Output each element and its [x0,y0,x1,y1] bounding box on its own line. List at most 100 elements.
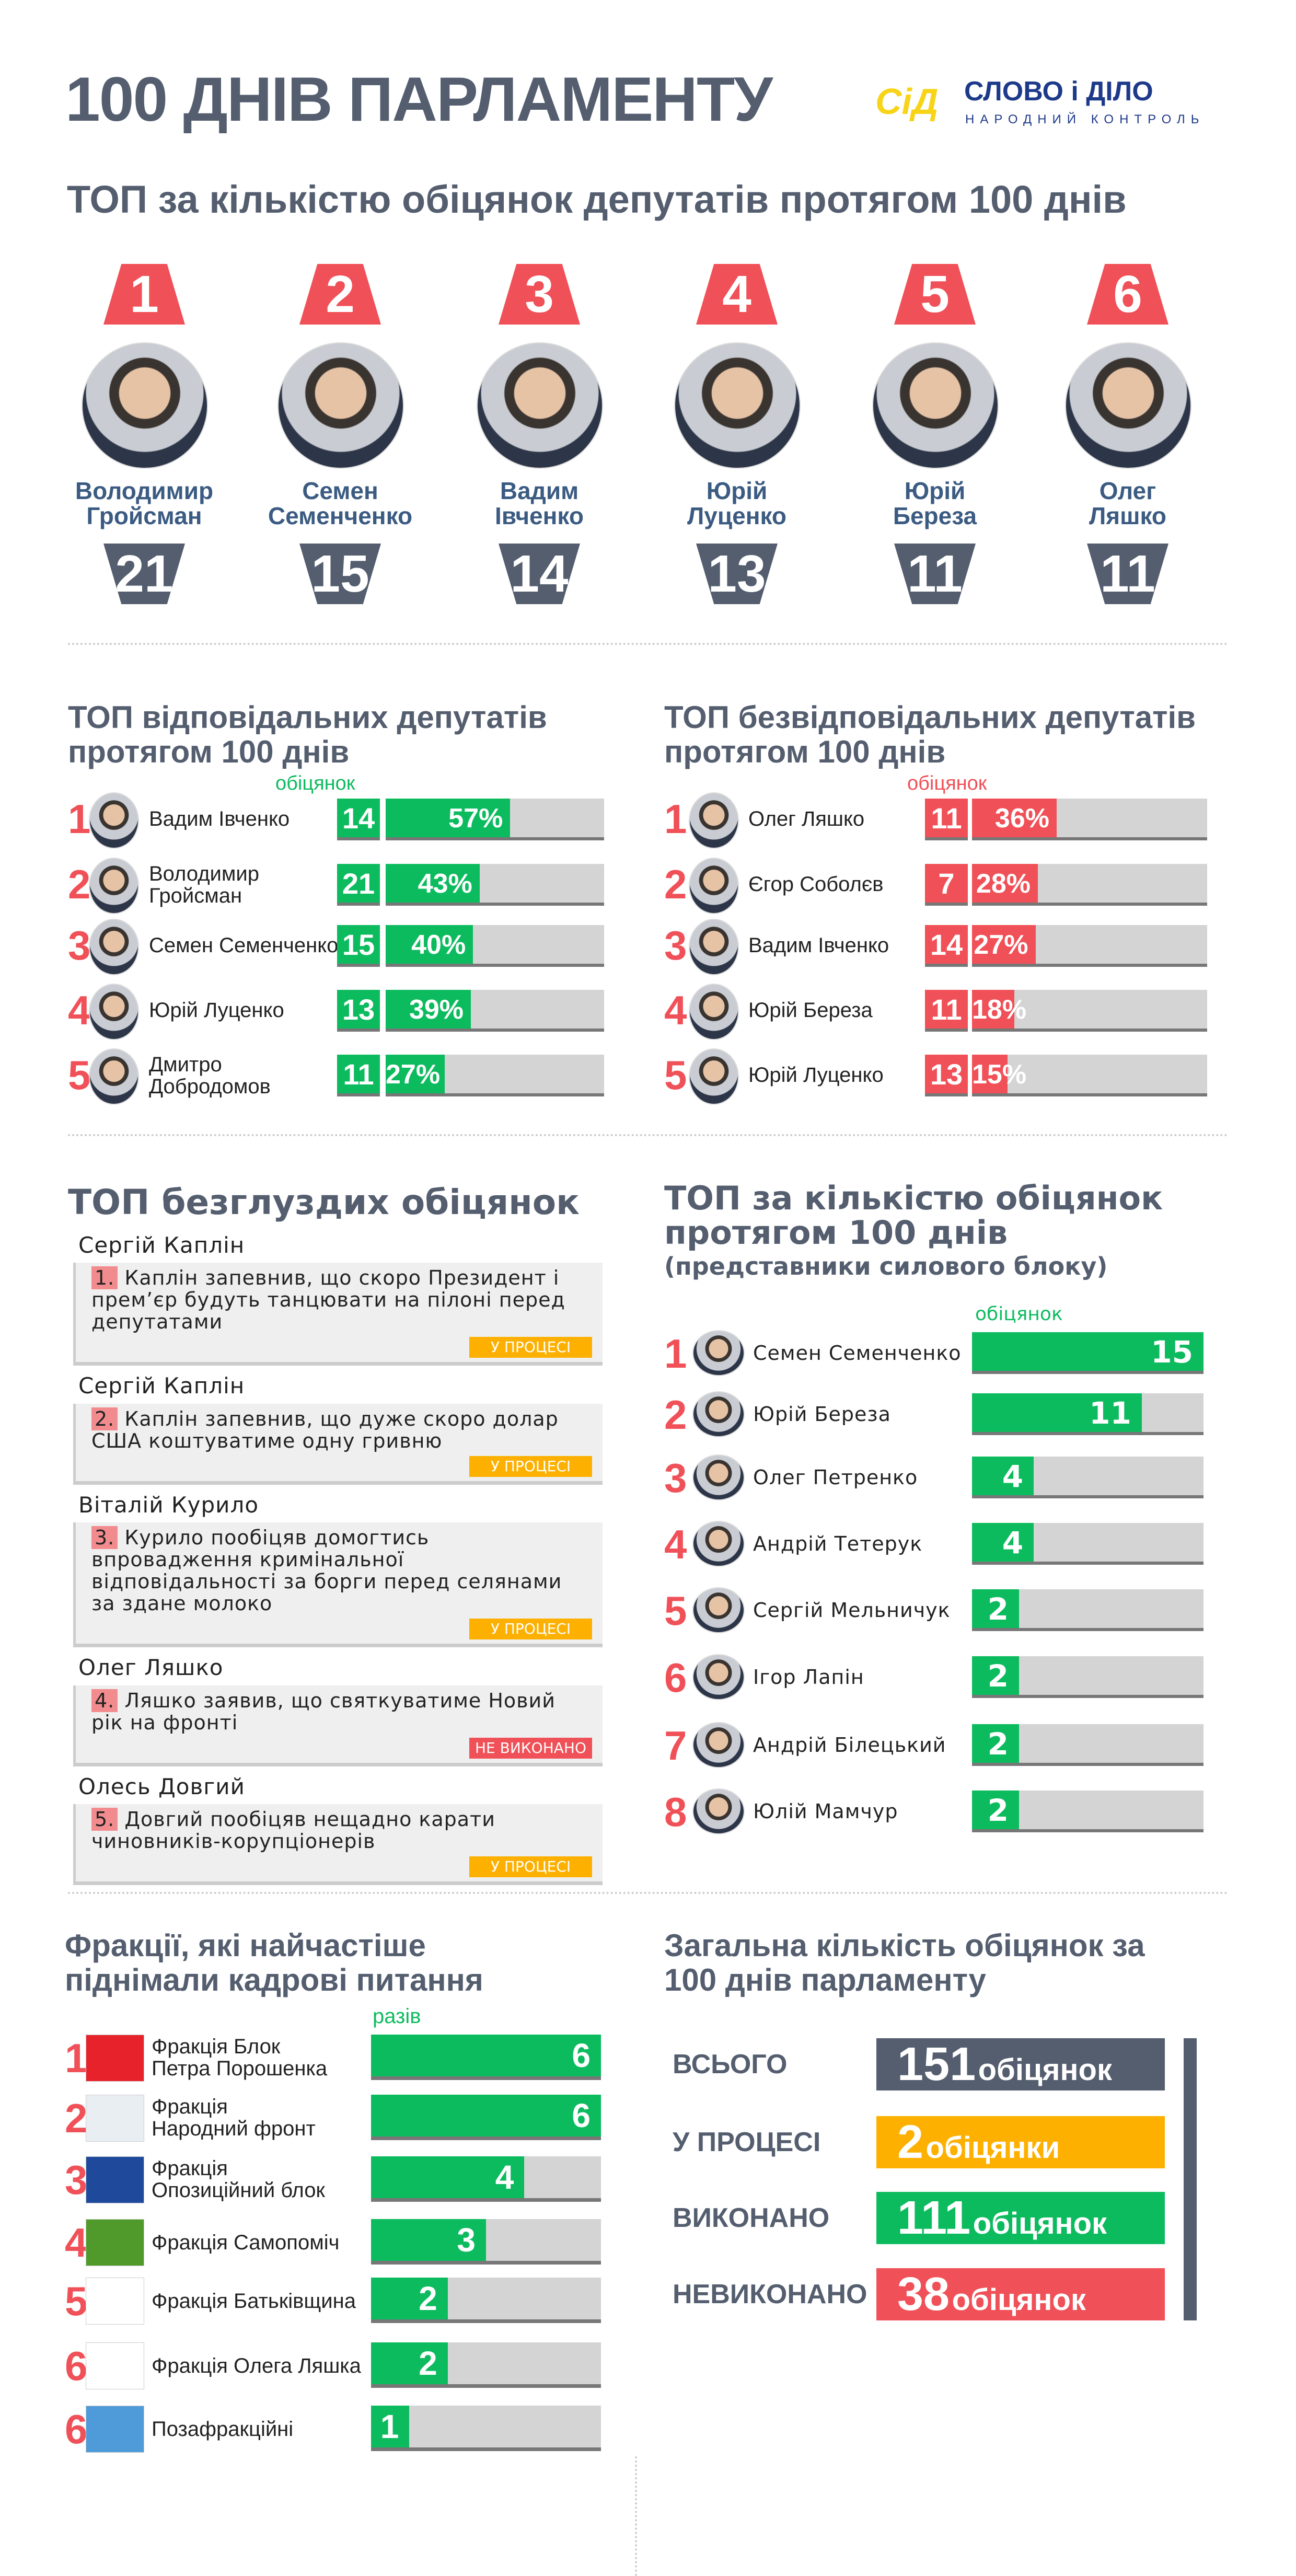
text: 15% [972,1059,1027,1090]
rank-number: 3 [664,925,687,966]
total-label: ВИКОНАНО [673,2204,829,2232]
avatar [89,792,139,849]
percent-bar: 40% [386,925,604,967]
text: Фракція Самопоміч [152,2231,340,2254]
promise-text: Каплін запевнив, що дуже скоро долар США… [91,1407,559,1452]
text: 43% [418,869,472,899]
deputy-name: Юрій Луценко [748,1064,884,1086]
text: Володимир [75,477,214,504]
divider-vertical [635,2456,637,2576]
faction-bar: 6 [371,2035,601,2080]
total-unit: обіцянок [952,2283,1086,2317]
count-badge: 11 [1087,544,1168,604]
promise-author: Віталій Курило [78,1492,259,1518]
avatar [89,858,139,914]
rank-number: 4 [65,2222,87,2263]
count-box: 11 [337,1055,380,1096]
rank-badge: 3 [499,264,580,325]
rank-number: 6 [65,2409,87,2450]
text: Вадим [500,477,579,504]
text: 6 [65,2343,88,2389]
rank-number: 5 [65,2281,87,2321]
page-title: 100 ДНІВ ПАРЛАМЕНТУ [65,68,773,131]
rank-number: 4 [68,990,90,1031]
faction-bar: 1 [371,2406,601,2451]
promise-card: 4. Ляшко заявив, що святкуватиме Новий р… [73,1685,603,1766]
faction-name: Фракція Народний фронт [152,2096,316,2140]
text: Юрій Береза [748,999,873,1022]
security-title-line: протягом 100 днів [664,1214,1008,1252]
faction-logo [86,2342,144,2389]
text: 2 [419,2344,437,2382]
promise-number: 4. [91,1689,118,1712]
rank-number: 2 [664,864,687,905]
promise-text: Каплін запевнив, що скоро Президент і пр… [91,1266,565,1334]
rank-number: 3 [68,925,90,966]
promise-text: Курило пообіцяв домогтись впровадження к… [91,1526,562,1615]
avatar [82,342,208,469]
text: ВИКОНАНО [673,2203,830,2233]
count-badge: 13 [696,544,778,604]
percent-bar: 18% [972,990,1207,1032]
text: 4 [65,2220,88,2266]
text: У ПРОЦЕСІ [673,2127,821,2157]
percent-fill: 39% [386,990,471,1029]
responsible-unit: обіцянок [275,772,355,795]
promise-fill: 4 [972,1523,1034,1562]
count-badge: 15 [299,544,381,604]
title-line: піднімали кадрові питання [65,1962,483,1997]
irresponsible-unit: обіцянок [907,772,987,795]
text: Гройсман [86,502,202,530]
avatar [692,1587,745,1633]
faction-fill: 6 [371,2035,601,2076]
percent-fill: 57% [386,799,511,837]
promise-bar: 4 [972,1523,1204,1565]
faction-fill: 3 [371,2219,486,2261]
text: 4 [664,987,687,1033]
page-title-text: 100 ДНІВ ПАРЛАМЕНТУ [65,64,773,134]
faction-fill: 6 [371,2095,601,2136]
rank-badge: 5 [894,264,976,325]
count-badge: 14 [499,544,580,604]
text: 28% [976,869,1031,899]
text: 15 [342,928,375,961]
percent-bar: 39% [386,990,604,1032]
text: 6 [572,2097,591,2134]
avatar [89,919,139,975]
rank-number: 1 [65,2038,87,2078]
percent-fill: 27% [386,1055,445,1093]
promise-number: 1. [91,1266,118,1290]
text: 4 [722,265,751,324]
text: 11 [1100,545,1155,603]
text: Народний фронт [152,2117,316,2140]
subtitle: ТОП за кількістю обіцянок депутатів прот… [67,180,1127,219]
rank-number: 1 [664,1333,687,1374]
deputy-name: Юрій Береза [846,478,1024,529]
avatar [692,1391,745,1437]
text: Гройсман [149,884,242,907]
avatar [692,1722,745,1768]
faction-bar: 2 [371,2278,601,2323]
text: 5 [664,1588,687,1634]
totals-side-bar [1184,2038,1197,2320]
deputy-name: Юрій Береза [753,1403,891,1426]
deputy-name: Семен Семенченко [149,934,338,956]
text: Олег [1099,477,1156,504]
responsible-title: ТОП відповідальних депутатів протягом 100… [68,700,547,769]
text: Олег Ляшко [748,807,865,830]
rank-number: 2 [664,1394,687,1435]
promise-number: 3. [91,1526,118,1550]
faction-name: Фракція Опозиційний блок [152,2157,325,2201]
faction-logo [86,2095,144,2142]
deputy-name: Олег Ляшко [748,808,864,830]
text: 1 [68,796,91,842]
rank-number: 1 [68,799,90,839]
promise-number: 2. [91,1407,118,1430]
text: Вадим Івченко [748,934,889,957]
text: 40% [411,930,466,960]
faction-name: Фракція Батьківщина [152,2290,356,2312]
deputy-name: Андрій Білецький [753,1734,946,1757]
promise-author: Олег Ляшко [78,1655,224,1681]
promise-card: 1. Каплін запевнив, що скоро Президент і… [73,1263,603,1366]
percent-fill: 43% [386,864,480,903]
